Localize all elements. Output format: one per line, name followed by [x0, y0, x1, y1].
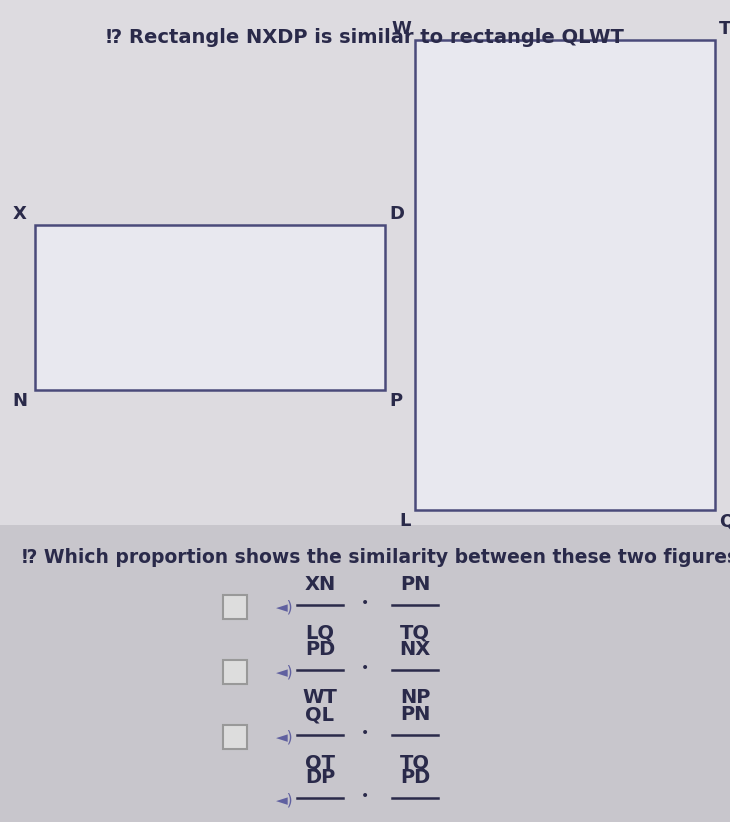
Text: ⁉ Which proportion shows the similarity between these two figures?: ⁉ Which proportion shows the similarity …	[22, 548, 730, 567]
Text: PN: PN	[400, 705, 430, 724]
Text: W: W	[391, 20, 411, 38]
Text: L: L	[399, 512, 411, 530]
Text: ◄): ◄)	[276, 792, 293, 807]
Text: ◄): ◄)	[276, 729, 293, 745]
Text: XN: XN	[304, 575, 336, 594]
Text: QL: QL	[305, 705, 334, 724]
Text: Q: Q	[719, 512, 730, 530]
Text: TQ: TQ	[400, 753, 430, 772]
Text: WT: WT	[302, 688, 337, 707]
Text: NX: NX	[399, 640, 431, 659]
Bar	[415, 40, 715, 510]
Text: •: •	[361, 789, 369, 803]
Text: PD: PD	[305, 640, 335, 659]
Text: PN: PN	[400, 575, 430, 594]
Text: N: N	[12, 392, 27, 410]
Text: •: •	[361, 661, 369, 675]
Bar	[0, 525, 730, 822]
FancyBboxPatch shape	[223, 660, 247, 684]
Text: ⁉ Rectangle NXDP is similar to rectangle QLWT: ⁉ Rectangle NXDP is similar to rectangle…	[106, 28, 624, 47]
Text: P: P	[389, 392, 402, 410]
Text: QT: QT	[305, 753, 335, 772]
Bar	[35, 225, 385, 390]
Bar	[0, 0, 730, 525]
Text: NP: NP	[400, 688, 430, 707]
Text: DP: DP	[305, 768, 335, 787]
Text: LQ: LQ	[305, 623, 334, 642]
Text: •: •	[361, 726, 369, 740]
FancyBboxPatch shape	[223, 725, 247, 749]
Text: •: •	[361, 596, 369, 610]
Text: PD: PD	[400, 768, 430, 787]
Text: ◄): ◄)	[276, 599, 293, 615]
Text: ◄): ◄)	[276, 664, 293, 680]
FancyBboxPatch shape	[223, 595, 247, 619]
Text: D: D	[389, 205, 404, 223]
Text: TQ: TQ	[400, 623, 430, 642]
Text: X: X	[13, 205, 27, 223]
Text: T: T	[719, 20, 730, 38]
